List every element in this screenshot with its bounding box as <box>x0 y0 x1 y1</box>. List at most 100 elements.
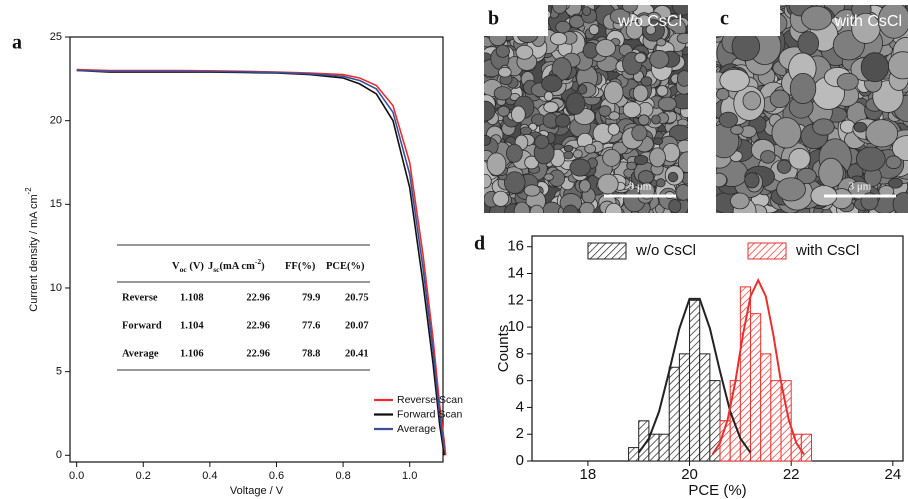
grain <box>730 192 750 210</box>
grain <box>892 192 908 213</box>
grain <box>543 173 554 181</box>
panel-label: c <box>720 8 729 30</box>
grain <box>668 199 682 213</box>
image-caption: w/o CsCl <box>617 13 682 30</box>
grain <box>534 134 550 149</box>
grain <box>771 117 802 149</box>
grain <box>730 125 744 135</box>
histogram-bar <box>800 433 813 462</box>
grain <box>520 126 532 136</box>
grain <box>656 85 669 97</box>
grain <box>563 144 574 152</box>
text-part: sc <box>213 265 220 274</box>
grain <box>769 89 790 109</box>
grain <box>562 204 579 213</box>
grain <box>603 81 624 105</box>
label-box <box>484 5 548 36</box>
text-part: (mA cm <box>220 261 256 272</box>
y-tick-label: 25 <box>50 31 62 43</box>
grain <box>657 96 677 112</box>
table-cell: 77.6 <box>302 320 320 331</box>
histogram-bar <box>699 353 711 462</box>
x-tick-label: 1.0 <box>402 470 417 482</box>
grain <box>631 124 648 142</box>
legend-label: with CsCl <box>795 242 859 259</box>
grain <box>652 137 664 146</box>
grain <box>551 57 572 81</box>
table-cell: 20.41 <box>345 348 369 359</box>
histogram-bar <box>648 433 660 462</box>
fit-curve <box>637 297 752 454</box>
grain <box>865 119 899 148</box>
y-tick-label: 10 <box>50 282 62 294</box>
grain <box>486 152 507 176</box>
grain <box>584 143 597 154</box>
grain <box>484 100 496 122</box>
x-tick-label: 0.8 <box>335 470 350 482</box>
panel-label: a <box>12 32 22 54</box>
table-header: Voc (V) <box>172 261 204 273</box>
x-tick-label: 24 <box>884 466 901 483</box>
grain <box>555 114 571 128</box>
y-tick-label: 20 <box>50 115 62 127</box>
grain <box>667 171 679 183</box>
grain <box>579 201 595 213</box>
grain <box>744 172 760 189</box>
grain <box>797 31 819 56</box>
text-part: Current density / mA cm <box>28 194 40 311</box>
grain <box>634 52 647 64</box>
table-cell: 22.96 <box>246 292 270 303</box>
sem-image <box>716 5 908 213</box>
grain <box>649 50 670 69</box>
x-tick-label: 22 <box>783 466 800 483</box>
grain <box>891 135 908 161</box>
grain <box>498 66 512 78</box>
grain <box>506 143 523 163</box>
grain <box>607 123 620 136</box>
grain <box>588 24 600 36</box>
grain <box>563 150 574 160</box>
grain <box>484 173 492 189</box>
y-tick-label: 6 <box>516 372 524 389</box>
grain <box>605 202 623 213</box>
grain <box>484 134 492 146</box>
legend-label: w/o CsCl <box>635 242 696 259</box>
grain <box>609 8 631 25</box>
grain <box>637 14 652 28</box>
grain <box>776 159 792 174</box>
y-tick-label: 16 <box>507 238 524 255</box>
histogram-bar <box>658 433 670 462</box>
table-cell: 20.07 <box>345 320 369 331</box>
table-cell: 20.75 <box>345 292 369 303</box>
text-part: -2 <box>255 257 262 266</box>
grain <box>885 155 902 170</box>
grain <box>719 68 750 92</box>
grain <box>796 167 817 185</box>
table-header: PCE(%) <box>326 261 365 272</box>
grain <box>760 150 776 164</box>
grain <box>860 52 890 83</box>
histogram-bar <box>760 353 772 462</box>
grain <box>640 76 653 87</box>
grain <box>716 88 730 101</box>
y-axis-label: Counts <box>495 325 512 373</box>
line-series <box>76 69 446 449</box>
x-axis-label: Voltage / V <box>230 485 284 497</box>
histogram-bar <box>750 313 762 462</box>
grain <box>888 177 903 189</box>
grain <box>529 204 544 213</box>
grain <box>523 184 541 197</box>
table-cell: 22.96 <box>246 348 270 359</box>
text-part: PCE(%) <box>326 261 365 272</box>
grain <box>515 44 534 60</box>
grain <box>632 84 649 102</box>
text-part: J <box>208 261 213 272</box>
table-header: FF(%) <box>285 261 316 272</box>
grain <box>582 6 592 16</box>
text-part: FF(%) <box>285 261 316 272</box>
legend-swatch <box>747 242 787 260</box>
table-cell: 22.96 <box>246 320 270 331</box>
grain <box>818 157 844 188</box>
panel-label: d <box>474 233 485 255</box>
y-tick-label: 5 <box>56 366 62 378</box>
